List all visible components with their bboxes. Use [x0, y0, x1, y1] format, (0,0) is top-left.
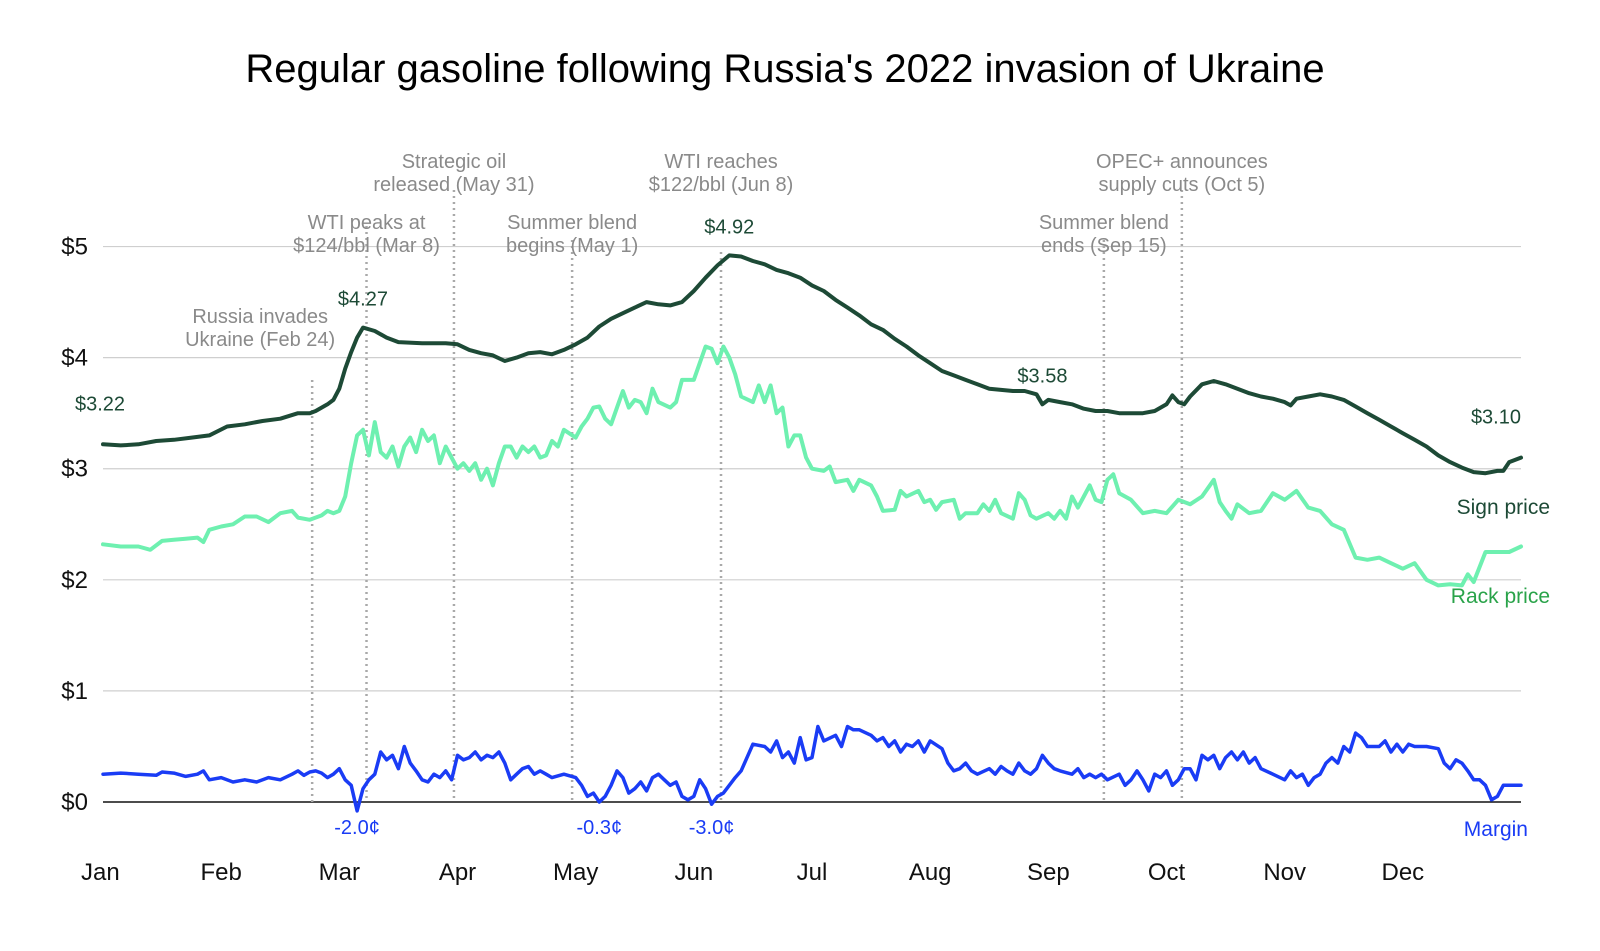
x-tick-label: Mar: [319, 859, 360, 886]
y-tick-label: $0: [61, 789, 88, 816]
x-tick-label: Apr: [439, 859, 476, 886]
y-tick-label: $5: [61, 234, 88, 261]
series-line-sign-price: [101, 253, 1523, 476]
event-label: $122/bbl (Jun 8): [649, 174, 794, 196]
value-label: $4.92: [704, 216, 754, 238]
event-label: WTI reaches: [664, 151, 777, 173]
value-label: -3.0¢: [689, 817, 735, 839]
event-label: Ukraine (Feb 24): [185, 329, 335, 351]
x-axis-ticks: Jan Feb Mar Apr May Jun Jul Aug Sep Oct Nov Dec: [81, 859, 1424, 886]
event-label: Russia invades: [192, 306, 328, 328]
event-label: Summer blend: [1039, 212, 1169, 234]
x-tick-label: Dec: [1381, 859, 1424, 886]
series-line-margin: [101, 724, 1523, 813]
event-label: ends (Sep 15): [1041, 235, 1167, 257]
series-labels: Sign price Rack price Margin: [1451, 496, 1550, 841]
y-tick-label: $3: [61, 456, 88, 483]
series-label-sign-price: Sign price: [1457, 496, 1550, 519]
event-label: Strategic oil: [402, 151, 507, 173]
series-line-rack-price: [101, 344, 1523, 588]
x-tick-label: Oct: [1148, 859, 1186, 886]
event-label: $124/bbl (Mar 8): [293, 235, 440, 257]
event-label: begins (May 1): [506, 235, 638, 257]
value-label: -0.3¢: [577, 817, 623, 839]
x-tick-label: May: [553, 859, 598, 886]
x-tick-label: Aug: [909, 859, 952, 886]
series-lines: [101, 253, 1523, 813]
chart-title: Regular gasoline following Russia's 2022…: [245, 47, 1324, 91]
value-label: $4.27: [338, 289, 388, 311]
y-tick-label: $2: [61, 567, 88, 594]
event-label: supply cuts (Oct 5): [1099, 174, 1266, 196]
x-tick-label: Jul: [797, 859, 828, 886]
value-label: $3.10: [1471, 407, 1521, 429]
value-labels: $3.22 $4.27 $4.92 $3.58 $3.10 -2.0¢ -0.3¢ -3.0¢: [75, 216, 1521, 839]
x-tick-label: Feb: [200, 859, 241, 886]
event-label: WTI peaks at: [308, 212, 426, 234]
event-label: OPEC+ announces: [1096, 151, 1268, 173]
series-label-margin: Margin: [1464, 818, 1528, 841]
y-axis-ticks: $0 $1 $2 $3 $4 $5: [61, 234, 88, 816]
x-tick-label: Jan: [81, 859, 120, 886]
x-tick-label: Sep: [1027, 859, 1070, 886]
value-label: $3.22: [75, 393, 125, 415]
value-label: -2.0¢: [334, 817, 380, 839]
gridlines: [103, 245, 1521, 803]
event-label: released (May 31): [373, 174, 534, 196]
y-tick-label: $1: [61, 678, 88, 705]
y-tick-label: $4: [61, 345, 88, 372]
x-tick-label: Jun: [674, 859, 713, 886]
series-label-rack-price: Rack price: [1451, 585, 1550, 608]
value-label: $3.58: [1017, 365, 1067, 387]
x-tick-label: Nov: [1263, 859, 1306, 886]
event-label: Summer blend: [507, 212, 637, 234]
